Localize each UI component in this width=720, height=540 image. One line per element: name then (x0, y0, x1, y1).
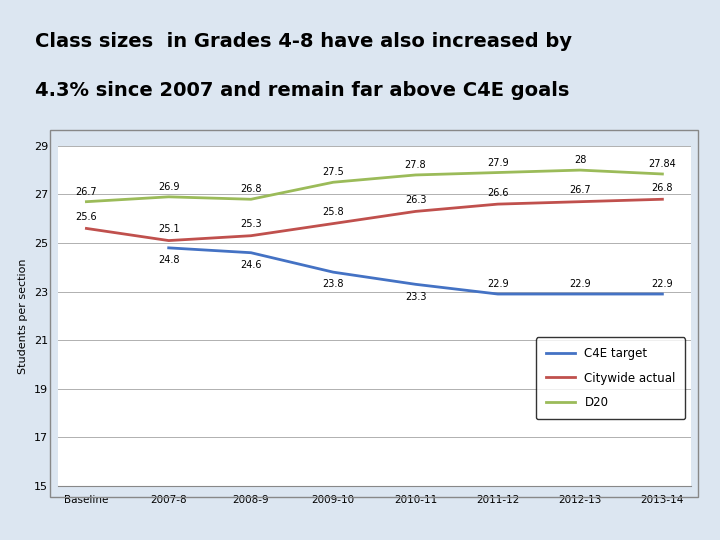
Text: 4.3% since 2007 and remain far above C4E goals: 4.3% since 2007 and remain far above C4E… (35, 81, 570, 100)
Text: Class sizes  in Grades 4-8 have also increased by: Class sizes in Grades 4-8 have also incr… (35, 32, 572, 51)
Text: 23.3: 23.3 (405, 292, 426, 301)
Text: 26.3: 26.3 (405, 195, 426, 205)
Text: 22.9: 22.9 (570, 279, 591, 289)
Text: 27.5: 27.5 (323, 167, 344, 177)
Text: 26.9: 26.9 (158, 182, 179, 192)
Text: 25.3: 25.3 (240, 219, 262, 230)
Text: 25.6: 25.6 (76, 212, 97, 222)
Text: 28: 28 (574, 155, 586, 165)
Text: 25.8: 25.8 (323, 207, 344, 217)
Text: 26.7: 26.7 (76, 187, 97, 197)
Text: 22.9: 22.9 (652, 279, 673, 289)
Text: 26.8: 26.8 (240, 184, 262, 194)
Text: 26.6: 26.6 (487, 188, 508, 198)
Text: 26.7: 26.7 (570, 185, 591, 195)
Text: 24.8: 24.8 (158, 255, 179, 265)
Text: 22.9: 22.9 (487, 279, 508, 289)
Text: 27.9: 27.9 (487, 158, 508, 167)
Text: 27.8: 27.8 (405, 160, 426, 170)
Legend: C4E target, Citywide actual, D20: C4E target, Citywide actual, D20 (536, 338, 685, 419)
Text: 25.1: 25.1 (158, 224, 179, 234)
Text: 24.6: 24.6 (240, 260, 262, 270)
Y-axis label: Students per section: Students per section (18, 258, 28, 374)
Text: 26.8: 26.8 (652, 183, 673, 193)
Text: 27.84: 27.84 (649, 159, 676, 169)
Text: 23.8: 23.8 (323, 279, 344, 289)
